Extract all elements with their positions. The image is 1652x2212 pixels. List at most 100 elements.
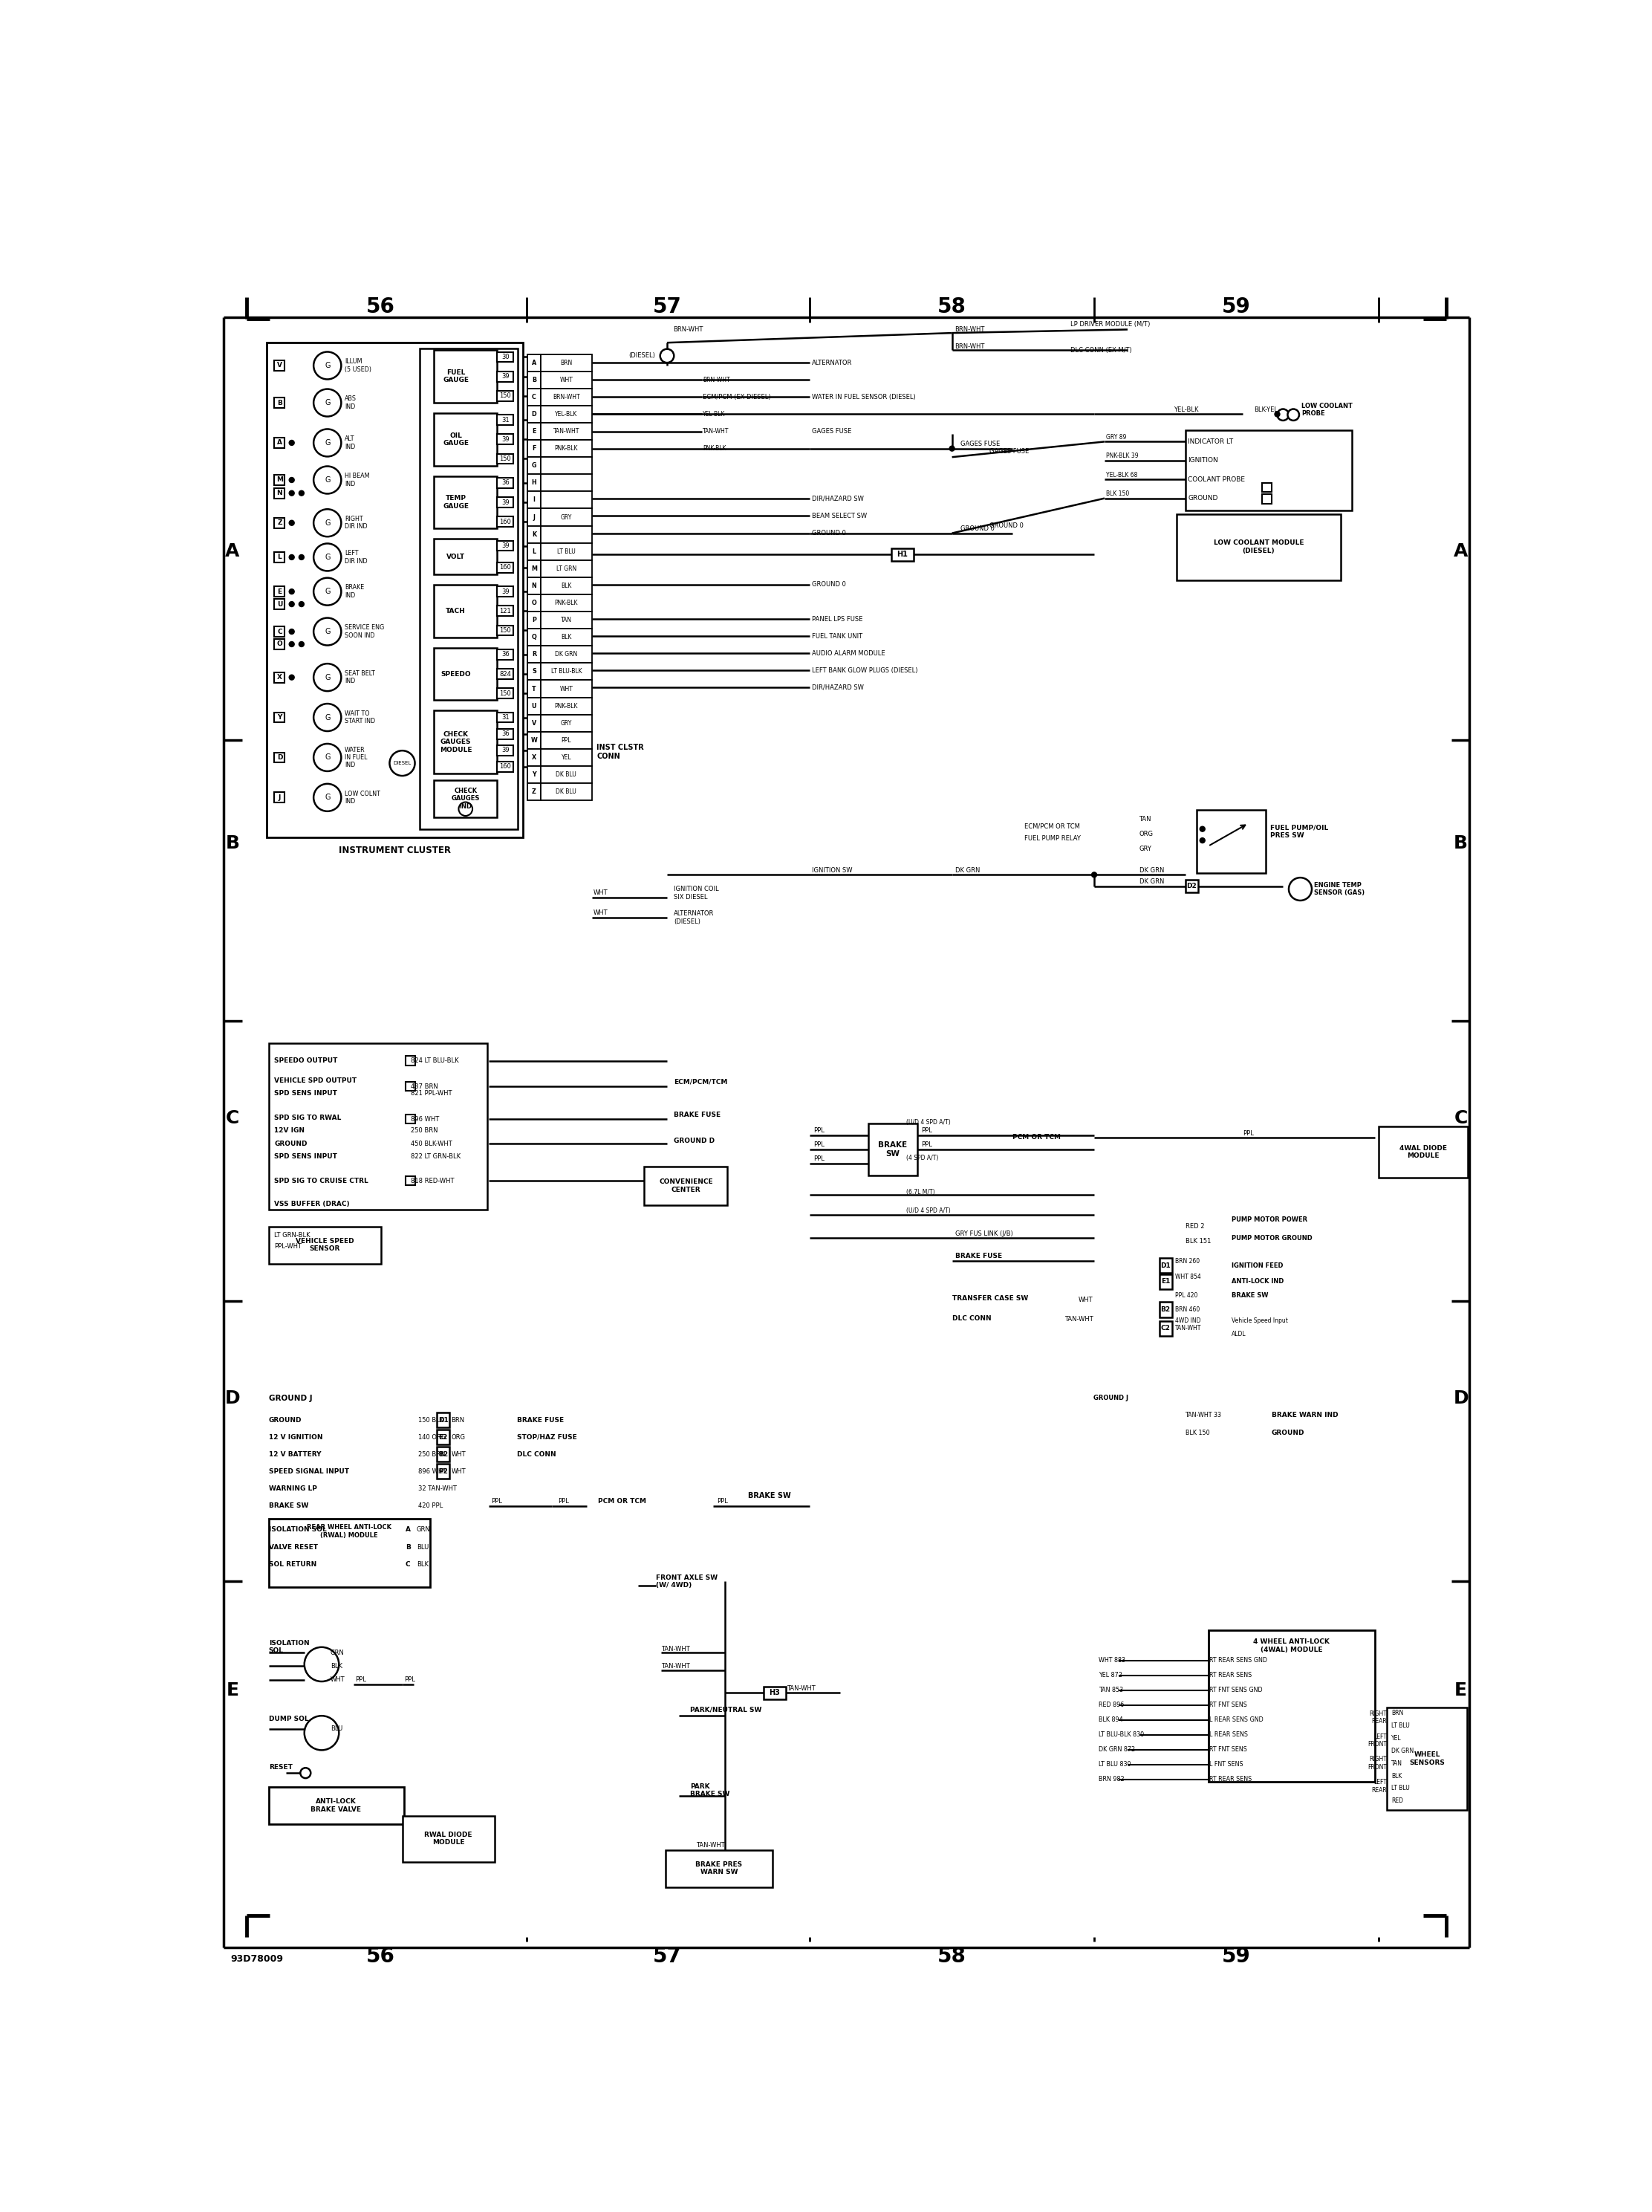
Text: PPL: PPL xyxy=(814,1141,824,1148)
Text: OIL
GAUGE: OIL GAUGE xyxy=(443,431,469,447)
Bar xyxy=(540,560,591,577)
Text: ORG: ORG xyxy=(451,1433,466,1440)
Text: G: G xyxy=(324,794,330,801)
Text: 39: 39 xyxy=(501,500,509,507)
Text: D2: D2 xyxy=(1186,883,1196,889)
Text: ISOLATION
SOL: ISOLATION SOL xyxy=(269,1639,309,1655)
Text: 30: 30 xyxy=(501,354,509,361)
Text: 36: 36 xyxy=(501,730,509,737)
Bar xyxy=(540,577,591,595)
Text: INSTRUMENT CLUSTER: INSTRUMENT CLUSTER xyxy=(339,845,451,856)
Circle shape xyxy=(289,440,294,445)
Bar xyxy=(527,714,540,732)
Text: RT REAR SENS GND: RT REAR SENS GND xyxy=(1209,1657,1267,1663)
Text: PARK
BRAKE SW: PARK BRAKE SW xyxy=(691,1783,730,1798)
Bar xyxy=(763,1686,786,1699)
Text: C2: C2 xyxy=(1161,1325,1170,1332)
Text: PPL: PPL xyxy=(405,1677,416,1683)
Text: TAN-WHT: TAN-WHT xyxy=(661,1663,691,1670)
Circle shape xyxy=(289,555,294,560)
Text: RED: RED xyxy=(1391,1798,1403,1805)
Text: PANEL LPS FUSE: PANEL LPS FUSE xyxy=(813,615,862,622)
Text: WHT: WHT xyxy=(593,909,608,916)
Text: LOW COOLANT
PROBE: LOW COOLANT PROBE xyxy=(1302,403,1353,416)
Bar xyxy=(1196,810,1265,874)
Text: LT BLU: LT BLU xyxy=(1391,1785,1409,1792)
Bar xyxy=(527,732,540,750)
Text: 93D78009: 93D78009 xyxy=(231,1953,284,1964)
Circle shape xyxy=(661,349,674,363)
Bar xyxy=(1160,1321,1171,1336)
Circle shape xyxy=(314,389,342,416)
Text: WHT: WHT xyxy=(451,1451,466,1458)
Text: TAN-WHT: TAN-WHT xyxy=(702,427,729,436)
Text: ENGINE TEMP
SENSOR (GAS): ENGINE TEMP SENSOR (GAS) xyxy=(1313,883,1365,896)
Text: LP DRIVER MODULE (M/T): LP DRIVER MODULE (M/T) xyxy=(1070,321,1150,327)
Text: PPL: PPL xyxy=(1242,1130,1254,1137)
Text: TAN-WHT: TAN-WHT xyxy=(661,1646,691,1652)
Circle shape xyxy=(289,491,294,495)
Circle shape xyxy=(1275,411,1280,416)
Circle shape xyxy=(314,577,342,606)
Text: ALDL: ALDL xyxy=(1231,1332,1246,1338)
Bar xyxy=(274,626,284,637)
Text: 39: 39 xyxy=(501,748,509,754)
Text: GROUND 0: GROUND 0 xyxy=(960,524,995,531)
Text: 36: 36 xyxy=(501,480,509,487)
Bar xyxy=(540,526,591,542)
Text: BRN: BRN xyxy=(1391,1710,1403,1717)
Text: BRN 260: BRN 260 xyxy=(1175,1259,1199,1265)
Text: BLK: BLK xyxy=(330,1663,342,1670)
Circle shape xyxy=(299,641,304,646)
Text: X: X xyxy=(278,675,282,681)
Text: WHT 854: WHT 854 xyxy=(1175,1274,1201,1281)
Bar xyxy=(644,1166,727,1206)
Text: BEAM SELECT SW: BEAM SELECT SW xyxy=(813,513,867,520)
Text: 32 TAN-WHT: 32 TAN-WHT xyxy=(418,1484,458,1493)
Text: PPL: PPL xyxy=(814,1155,824,1164)
Text: ANTI-LOCK IND: ANTI-LOCK IND xyxy=(1231,1279,1284,1285)
Text: W: W xyxy=(530,737,537,743)
Text: BRAKE SW: BRAKE SW xyxy=(269,1502,309,1509)
Bar xyxy=(274,438,284,449)
Circle shape xyxy=(1199,827,1204,832)
Bar xyxy=(540,473,591,491)
Bar xyxy=(497,606,514,617)
Circle shape xyxy=(289,675,294,679)
Text: IGNITION SW: IGNITION SW xyxy=(813,867,852,874)
Bar xyxy=(274,792,284,803)
Text: G: G xyxy=(324,588,330,595)
Text: BRN-WHT: BRN-WHT xyxy=(955,343,985,349)
Text: BRAKE SW: BRAKE SW xyxy=(748,1491,791,1500)
Text: BLU: BLU xyxy=(330,1725,342,1732)
Text: REAR WHEEL ANTI-LOCK
(RWAL) MODULE: REAR WHEEL ANTI-LOCK (RWAL) MODULE xyxy=(307,1524,392,1540)
Text: H: H xyxy=(532,480,537,487)
Text: GROUND D: GROUND D xyxy=(674,1137,715,1144)
Circle shape xyxy=(314,743,342,772)
Text: RT REAR SENS: RT REAR SENS xyxy=(1209,1776,1252,1783)
Text: 57: 57 xyxy=(653,1947,682,1966)
Bar xyxy=(268,343,524,838)
Text: BRAKE WARN IND: BRAKE WARN IND xyxy=(1272,1411,1338,1418)
Text: AUDIO ALARM MODULE: AUDIO ALARM MODULE xyxy=(813,650,885,657)
Text: WARNING LP: WARNING LP xyxy=(269,1484,317,1493)
Bar xyxy=(527,458,540,473)
Text: ECM/PCM (EX DIESEL): ECM/PCM (EX DIESEL) xyxy=(702,394,771,400)
Text: 824: 824 xyxy=(499,670,510,677)
Text: TRANSFER CASE SW: TRANSFER CASE SW xyxy=(952,1294,1028,1301)
Bar xyxy=(1262,493,1272,504)
Text: CHECK
GAUGES
IND: CHECK GAUGES IND xyxy=(451,787,479,810)
Text: SPD SENS INPUT: SPD SENS INPUT xyxy=(274,1152,337,1159)
Text: CHECK
GAUGES
MODULE: CHECK GAUGES MODULE xyxy=(439,730,472,752)
Bar xyxy=(406,1082,415,1091)
Text: FUEL PUMP/OIL
PRES SW: FUEL PUMP/OIL PRES SW xyxy=(1270,825,1328,838)
Bar xyxy=(527,628,540,646)
Circle shape xyxy=(1092,872,1097,878)
Circle shape xyxy=(1277,409,1289,420)
Bar xyxy=(527,526,540,542)
Text: E: E xyxy=(532,427,535,436)
Bar xyxy=(540,422,591,440)
Bar xyxy=(436,1447,449,1462)
Text: GROUND: GROUND xyxy=(269,1416,302,1422)
Text: 896 WHT: 896 WHT xyxy=(411,1115,439,1121)
